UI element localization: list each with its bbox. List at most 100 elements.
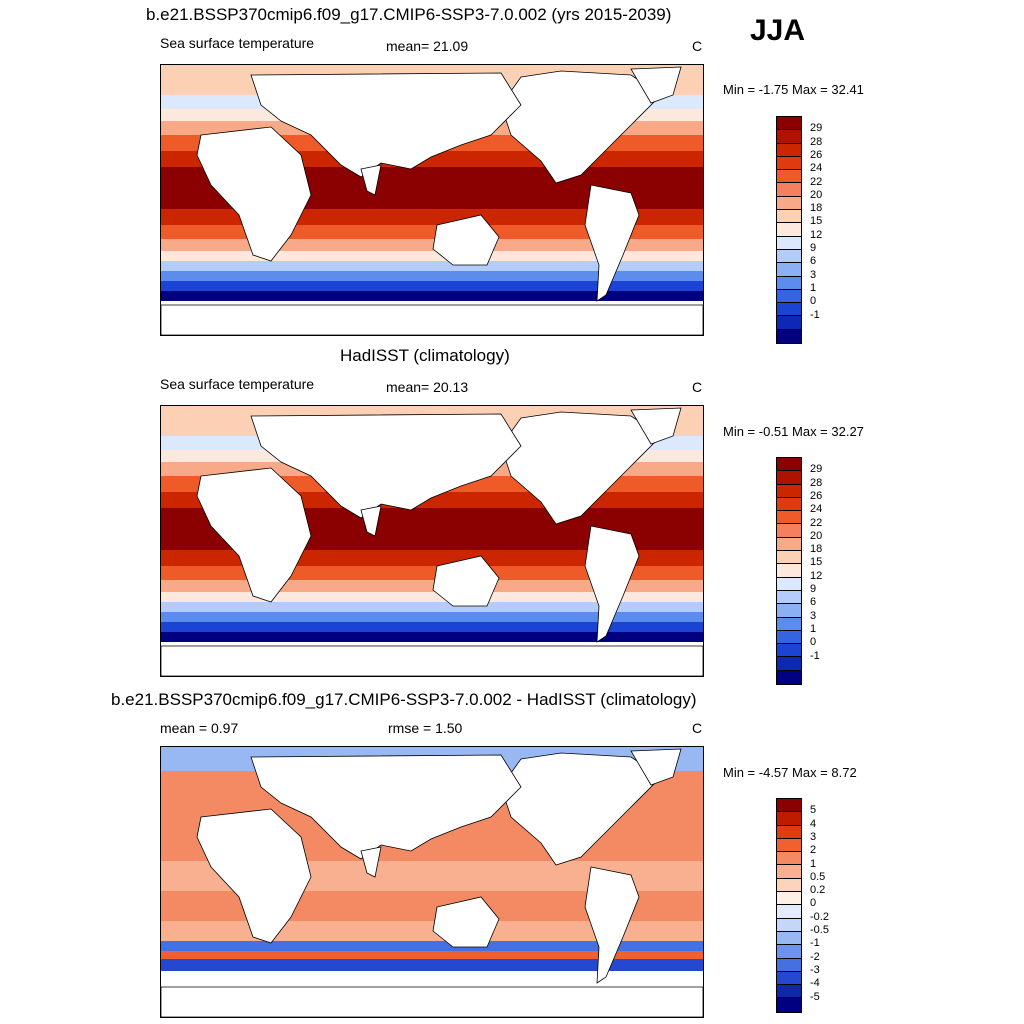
colorbar-tick-label: -1	[810, 308, 820, 321]
panel-1-mean-label: mean= 21.09	[386, 38, 469, 54]
colorbar-swatch	[777, 892, 801, 906]
colorbar-tick-label: 0.2	[810, 884, 826, 897]
colorbar-tick-label: 0	[810, 636, 817, 649]
colorbar-swatch	[777, 537, 801, 552]
colorbar-swatch	[777, 905, 801, 919]
colorbar-tick-label: -3	[810, 963, 820, 976]
colorbar-swatch	[777, 825, 801, 839]
colorbar-swatch	[777, 852, 801, 866]
colorbar-tick-label: 3	[810, 609, 817, 622]
panel-2-colorbar	[776, 457, 802, 686]
colorbar-tick-label: 2	[810, 844, 817, 857]
panel-2-unit-label: C	[692, 379, 703, 395]
colorbar-swatch	[777, 276, 801, 290]
colorbar-tick-label: 29	[810, 122, 823, 135]
colorbar-tick-label: 4	[810, 817, 817, 830]
colorbar-tick-label: 1	[810, 622, 817, 635]
colorbar-swatch	[777, 117, 801, 131]
land-outline	[630, 66, 682, 104]
colorbar-swatch	[777, 156, 801, 171]
sst-band	[161, 921, 703, 941]
land-outline	[630, 407, 682, 445]
panel-1-variable-label: Sea surface temperature	[160, 35, 315, 51]
colorbar-swatch	[777, 812, 801, 826]
colorbar-tick-label: 1	[810, 281, 817, 294]
sst-band	[161, 251, 703, 261]
colorbar-swatch	[777, 196, 801, 211]
colorbar-tick-label: 20	[810, 529, 823, 542]
colorbar-tick-label: 1	[810, 857, 817, 870]
sst-band	[161, 951, 703, 959]
sst-band	[161, 612, 703, 622]
panel-3-rmse-label: rmse = 1.50	[388, 720, 463, 736]
colorbar-tick-label: 22	[810, 516, 823, 529]
colorbar-swatch	[777, 958, 801, 972]
land-outline	[432, 896, 500, 948]
colorbar-swatch	[777, 945, 801, 959]
colorbar-swatch	[777, 657, 801, 671]
colorbar-swatch	[777, 918, 801, 932]
colorbar-tick-label: -1	[810, 937, 820, 950]
colorbar-swatch	[777, 223, 801, 237]
colorbar-swatch	[777, 511, 801, 525]
colorbar-tick-label: 29	[810, 463, 823, 476]
season-label: JJA	[750, 14, 806, 47]
land-outline	[360, 505, 382, 537]
sst-band	[161, 225, 703, 239]
panel-3-colorbar	[776, 798, 802, 1013]
panel-3-title: b.e21.BSSP370cmip6.f09_g17.CMIP6-SSP3-7.…	[111, 690, 697, 709]
land-outline	[250, 72, 522, 178]
colorbar-tick-label: 0.5	[810, 870, 826, 883]
colorbar-swatch	[777, 170, 801, 184]
colorbar-swatch	[777, 484, 801, 498]
panel-2-mean-label: mean= 20.13	[386, 379, 469, 395]
colorbar-tick-label: 6	[810, 255, 817, 268]
sst-band	[161, 261, 703, 271]
colorbar-tick-label: 15	[810, 556, 823, 569]
land-outline	[500, 70, 662, 184]
panel-3-mean-label: mean = 0.97	[160, 720, 239, 736]
land-outline	[630, 748, 682, 786]
sst-band	[161, 602, 703, 612]
colorbar-swatch	[777, 564, 801, 578]
sst-field-svg	[161, 747, 703, 1017]
sst-band	[161, 622, 703, 632]
land-outline	[196, 808, 312, 944]
land-outline	[360, 164, 382, 196]
land-outline	[196, 467, 312, 603]
colorbar-swatch	[777, 985, 801, 999]
colorbar-tick-label: 28	[810, 476, 823, 489]
colorbar-tick-label: 5	[810, 804, 817, 817]
colorbar-tick-label: 22	[810, 175, 823, 188]
colorbar-tick-label: 3	[810, 830, 817, 843]
land-outline	[161, 304, 703, 335]
colorbar-swatch	[777, 524, 801, 538]
colorbar-swatch	[777, 617, 801, 631]
colorbar-swatch	[777, 249, 801, 264]
colorbar-tick-label: 18	[810, 543, 823, 556]
sst-band	[161, 271, 703, 281]
land-outline	[432, 214, 500, 266]
colorbar-swatch	[777, 130, 801, 144]
panel-3-map	[160, 746, 704, 1018]
colorbar-tick-label: 20	[810, 188, 823, 201]
panel-1-colorbar	[776, 116, 802, 345]
panel-1-title: b.e21.BSSP370cmip6.f09_g17.CMIP6-SSP3-7.…	[146, 5, 672, 24]
colorbar-swatch	[777, 236, 801, 250]
land-outline	[584, 525, 640, 643]
colorbar-swatch	[777, 458, 801, 472]
land-outline	[250, 413, 522, 519]
colorbar-swatch	[777, 303, 801, 317]
colorbar-tick-label: -4	[810, 977, 820, 990]
land-outline	[161, 645, 703, 676]
colorbar-tick-label: 26	[810, 489, 823, 502]
panel-2-title: HadISST (climatology)	[340, 346, 510, 365]
land-outline	[584, 866, 640, 984]
colorbar-swatch	[777, 143, 801, 157]
colorbar-tick-label: -5	[810, 990, 820, 1003]
land-outline	[432, 555, 500, 607]
colorbar-swatch	[777, 471, 801, 485]
panel-2-map	[160, 405, 704, 677]
colorbar-swatch	[777, 838, 801, 853]
panel-2-variable-label: Sea surface temperature	[160, 376, 315, 392]
